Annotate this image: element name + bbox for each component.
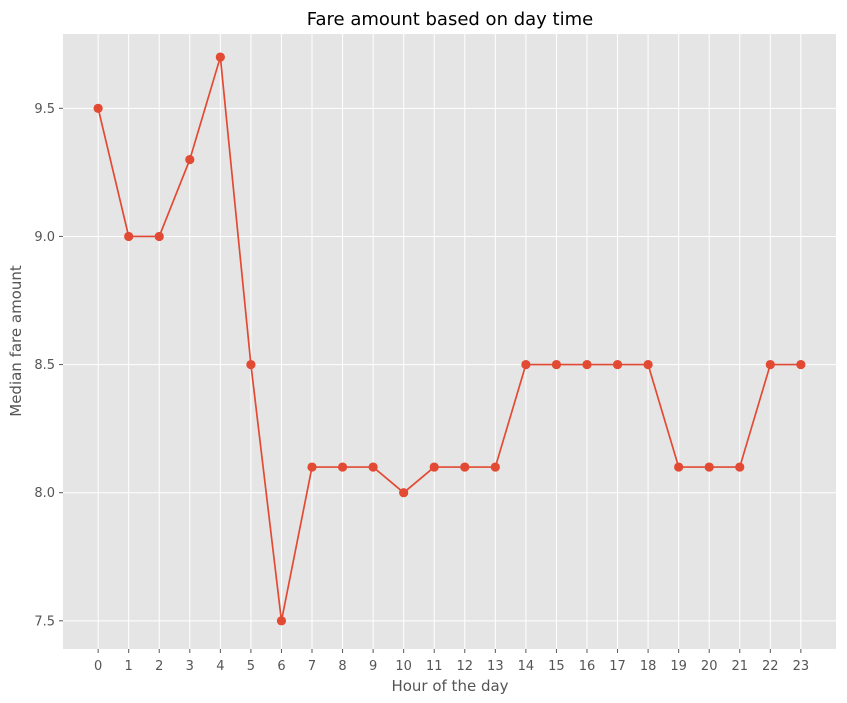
- chart-title: Fare amount based on day time: [307, 9, 593, 30]
- data-point: [368, 462, 378, 472]
- x-tick-label: 7: [308, 659, 316, 674]
- data-point: [460, 462, 470, 472]
- x-tick-label: 12: [457, 659, 474, 674]
- data-point: [551, 359, 562, 370]
- x-tick-label: 3: [186, 659, 194, 674]
- data-point: [154, 231, 164, 242]
- data-point: [276, 616, 287, 626]
- x-tick-label: 17: [609, 659, 626, 674]
- data-point: [337, 462, 348, 472]
- series-line: [97, 56, 801, 622]
- grid-lines: [63, 34, 836, 649]
- y-tick-label: 9.0: [34, 230, 55, 245]
- data-point: [93, 103, 103, 113]
- data-point: [582, 359, 592, 370]
- data-point: [735, 462, 745, 472]
- x-tick-label: 10: [395, 659, 412, 674]
- x-tick-label: 6: [277, 659, 285, 674]
- x-tick-label: 18: [640, 659, 657, 674]
- series-group: [93, 52, 806, 626]
- x-tick-label: 14: [518, 659, 535, 674]
- y-axis: 7.5 8.0 8.5 9.0 9.5: [34, 102, 63, 629]
- x-tick-label: 19: [670, 659, 687, 674]
- x-axis: 0 1 2 3 4 5 6 7 8 9 10 11 12 13 14 15 16 17 18 19 20 21 22 23: [94, 649, 809, 674]
- data-point: [643, 359, 653, 370]
- x-tick-label: 16: [579, 659, 596, 674]
- x-tick-label: 22: [762, 659, 779, 674]
- x-tick-label: 9: [369, 659, 377, 674]
- x-tick-label: 21: [731, 659, 748, 674]
- data-point: [307, 462, 317, 472]
- data-point: [674, 462, 684, 472]
- data-point: [399, 488, 409, 498]
- data-point: [185, 154, 195, 165]
- data-point: [215, 52, 225, 62]
- data-point: [521, 359, 531, 370]
- x-tick-label: 23: [793, 659, 810, 674]
- y-tick-label: 8.0: [34, 486, 55, 501]
- data-point: [124, 231, 134, 242]
- y-axis-label: Median fare amount: [7, 265, 25, 417]
- data-point: [612, 359, 623, 370]
- y-tick-label: 7.5: [34, 614, 55, 629]
- data-point: [704, 462, 714, 472]
- plot-area: [63, 34, 836, 649]
- x-tick-label: 4: [216, 659, 224, 674]
- x-tick-label: 20: [701, 659, 718, 674]
- data-point: [246, 359, 256, 370]
- data-point: [490, 462, 500, 472]
- x-tick-label: 8: [338, 659, 346, 674]
- y-tick-label: 9.5: [34, 102, 55, 117]
- data-point: [765, 359, 775, 370]
- x-tick-label: 1: [125, 659, 133, 674]
- x-tick-label: 13: [487, 659, 504, 674]
- x-tick-label: 15: [548, 659, 565, 674]
- x-tick-label: 5: [247, 659, 255, 674]
- data-point: [796, 359, 806, 370]
- x-tick-label: 2: [155, 659, 163, 674]
- data-point: [429, 462, 439, 472]
- x-tick-label: 11: [426, 659, 443, 674]
- x-tick-label: 0: [94, 659, 102, 674]
- y-tick-label: 8.5: [34, 358, 55, 373]
- x-axis-label: Hour of the day: [391, 677, 508, 695]
